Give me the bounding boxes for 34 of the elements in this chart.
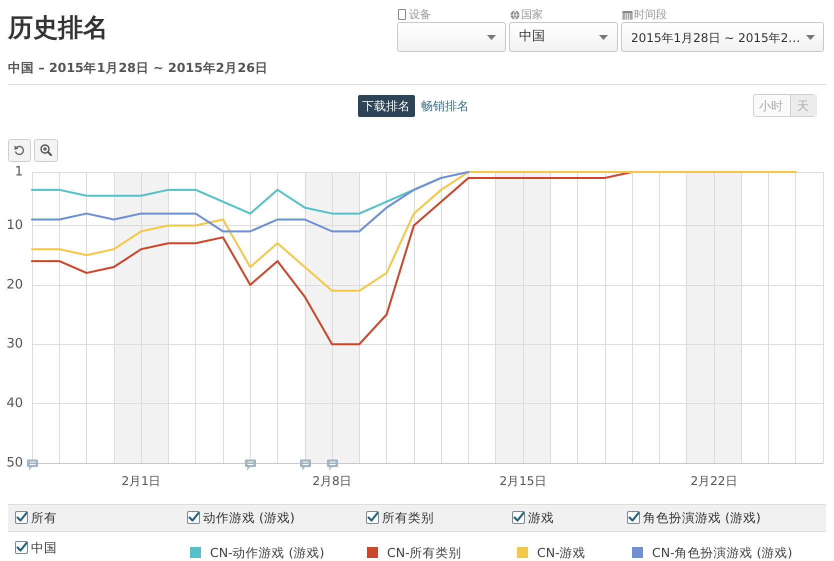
text: 中国 xyxy=(519,29,545,45)
text: 下载排名 xyxy=(362,98,410,114)
y-tick-label: 10 xyxy=(6,218,23,233)
line-series xyxy=(31,171,470,232)
text: 游戏 xyxy=(528,510,554,526)
y-tick-label: 40 xyxy=(6,396,23,412)
legend-label: CN-动作游戏 (游戏) xyxy=(210,545,324,560)
x-tick-label: 2月22日 xyxy=(690,474,738,488)
text: 小时 xyxy=(759,98,783,114)
legend-label: CN-角色扮演游戏 (游戏) xyxy=(652,545,792,560)
y-tick-label: 30 xyxy=(6,336,23,352)
chart-title: 历史排名 xyxy=(8,12,108,44)
chart-subtitle: 中国 – 2015年1月28日 ~ 2015年2月26日 xyxy=(8,59,268,76)
text: 天 xyxy=(797,98,809,114)
text: 时间段 xyxy=(634,7,667,23)
y-tick-label: 20 xyxy=(6,277,23,292)
text: 所有类别 xyxy=(382,510,434,526)
text: 设备 xyxy=(409,7,431,23)
text: 国家 xyxy=(521,7,543,23)
text: 2015年1月28日 ~ 2015年2… xyxy=(631,30,800,46)
text: 角色扮演游戏 (游戏) xyxy=(643,510,761,526)
legend-label: CN-游戏 xyxy=(537,545,586,560)
legend-label: CN-所有类别 xyxy=(387,545,462,560)
text: 中国 xyxy=(31,540,57,556)
x-tick-label: 2月8日 xyxy=(312,474,352,488)
line-series xyxy=(31,171,634,346)
y-tick-label: 1 xyxy=(14,164,23,180)
text: 动作游戏 (游戏) xyxy=(203,510,295,526)
x-tick-label: 2月1日 xyxy=(121,474,161,488)
y-tick-label: 50 xyxy=(6,456,23,470)
x-tick-label: 2月15日 xyxy=(500,474,546,488)
line-series xyxy=(31,171,797,292)
text: 畅销排名 xyxy=(421,98,469,114)
text: 所有 xyxy=(31,510,57,526)
